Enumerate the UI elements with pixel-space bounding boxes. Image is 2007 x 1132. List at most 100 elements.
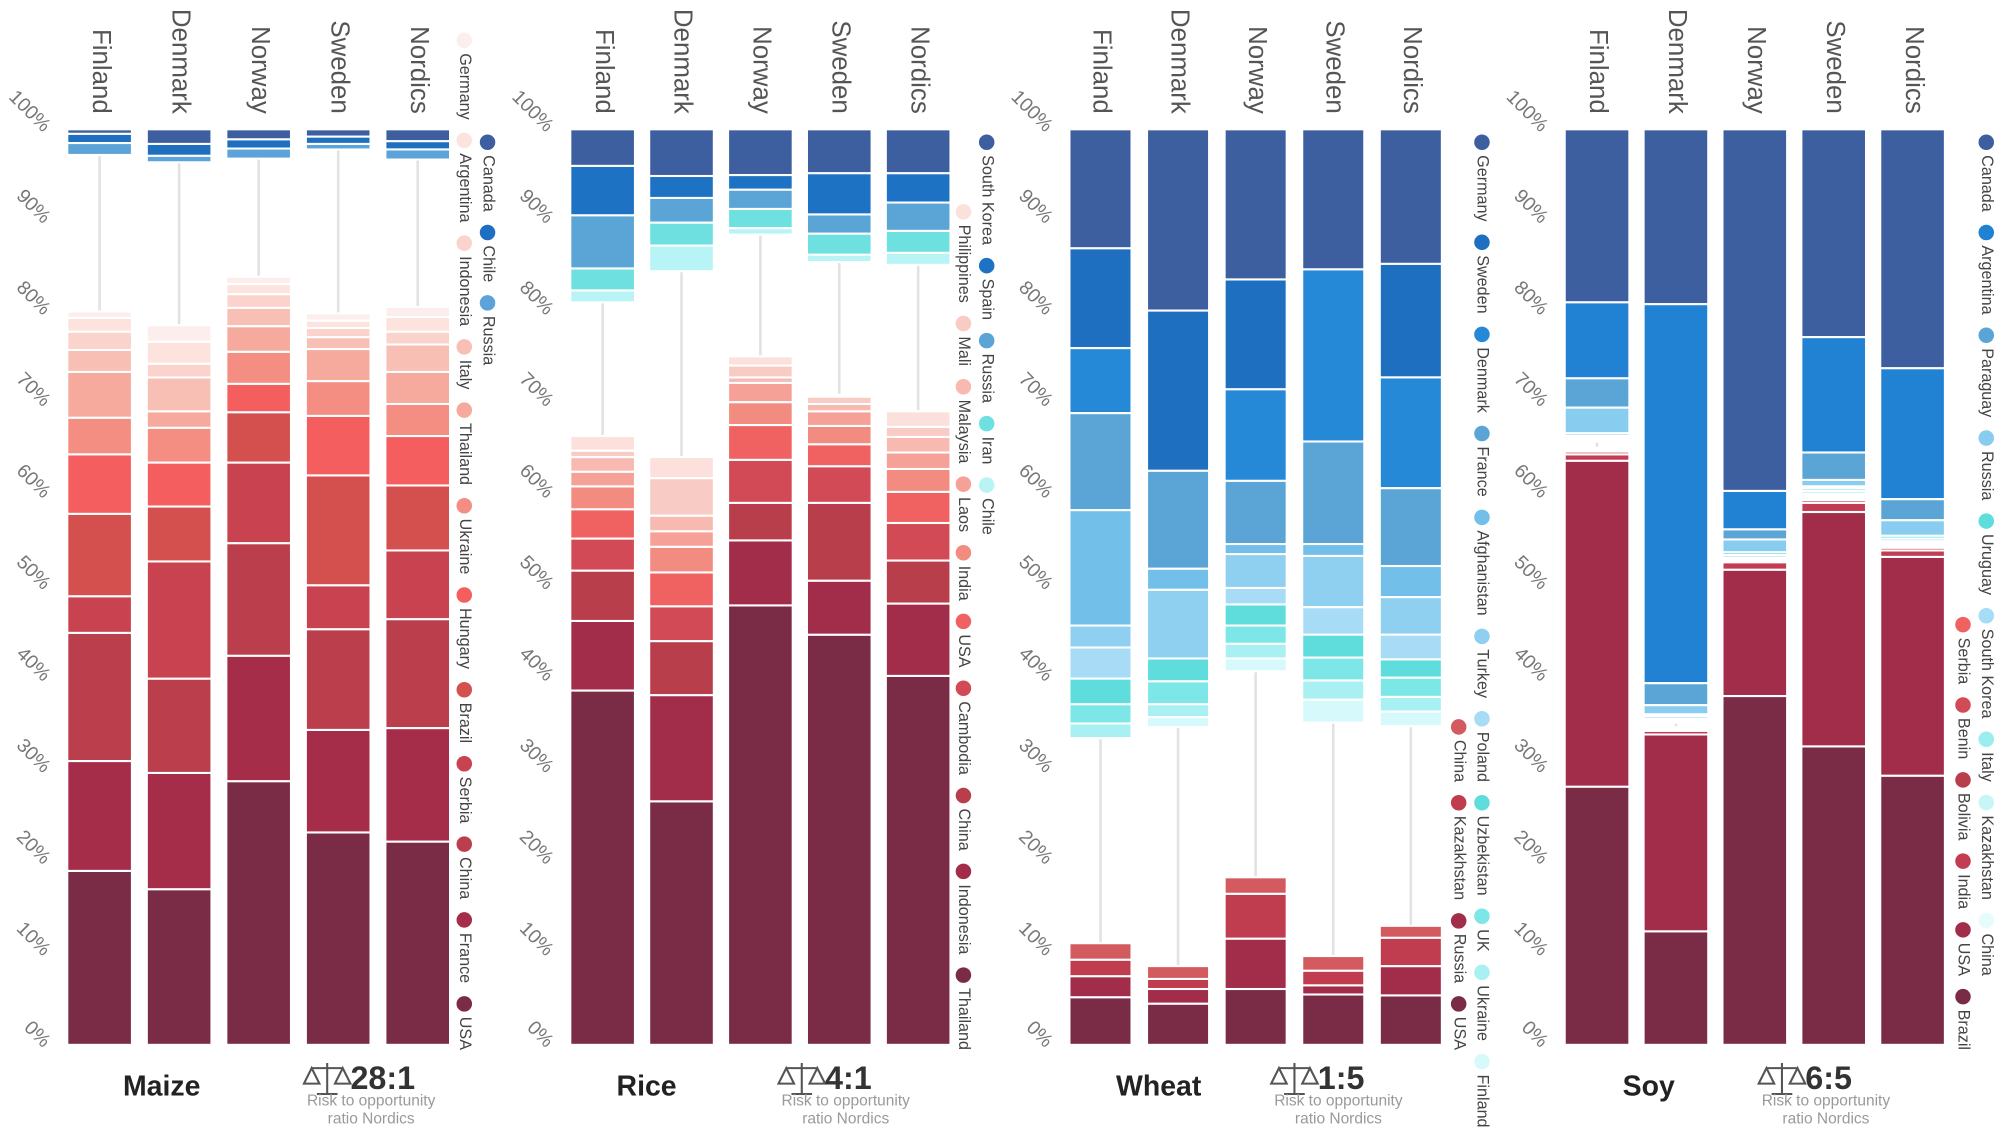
bar-segment [1068, 677, 1133, 706]
legend-label: Uzbekistan [1474, 816, 1492, 896]
legend-marker [1955, 853, 1971, 869]
legend-marker [955, 787, 972, 804]
bar-segment [66, 348, 133, 373]
legend-label: Cambodia [955, 701, 973, 775]
bar-segment [1721, 489, 1789, 531]
category-label: Norway [1243, 26, 1271, 114]
y-tick-label: 10% [515, 917, 558, 960]
legend-label: Russia [479, 316, 497, 365]
bar-segment [225, 293, 293, 309]
category-label: Finland [87, 29, 115, 114]
scale-icon [776, 1062, 827, 1096]
bar-segment [225, 275, 293, 286]
bar-segment [66, 142, 133, 156]
bar-segment [648, 640, 715, 697]
legend-label: Germany [1474, 155, 1492, 222]
bar-segment [384, 402, 452, 438]
y-tick-label: 10% [1509, 917, 1552, 960]
bar-segment [66, 132, 133, 145]
legend-marker [456, 756, 473, 772]
bar-segment [384, 727, 452, 843]
bar-segment [1879, 543, 1946, 548]
legend-marker [1978, 430, 1995, 446]
y-tick-label: 0% [523, 1017, 558, 1052]
legend-marker [1978, 134, 1995, 151]
bar-segment [66, 453, 133, 515]
legend-label: China [955, 808, 973, 850]
category-label: Denmark [669, 9, 697, 114]
y-tick-label: 20% [1509, 826, 1552, 869]
y-tick-label: 30% [1014, 734, 1057, 777]
legend-marker [1474, 964, 1490, 981]
legend-marker [1978, 224, 1995, 241]
bar-segment [1068, 942, 1133, 961]
bar-segment [384, 128, 452, 143]
legend-label: Spain [978, 279, 996, 320]
bar-segment [648, 196, 715, 224]
category-label: Denmark [1165, 9, 1193, 114]
legend-label: Kazakhstan [1450, 816, 1468, 900]
panel-title: Rice [617, 1070, 677, 1102]
legend-label: USA [955, 634, 973, 667]
bar-segment [145, 888, 213, 1046]
bar-segment [1301, 606, 1366, 636]
bar-segment [225, 325, 293, 353]
ratio-value: 1:5 [1318, 1060, 1365, 1096]
category-label: Sweden [826, 20, 854, 113]
bar-segment [1068, 722, 1133, 740]
bar-segment [1800, 128, 1868, 339]
bar-segment [66, 595, 133, 634]
legend-label: Thailand [955, 988, 973, 1050]
bar-segment [304, 142, 372, 151]
y-tick-label: 40% [12, 643, 55, 686]
bar-segment [727, 501, 794, 542]
bar-segment [1721, 568, 1789, 698]
ratio-label: ratio Nordics [328, 1111, 415, 1128]
bar-segment [648, 545, 715, 574]
bar-segment [1146, 965, 1211, 980]
bar-segment [884, 674, 952, 1046]
bar-segment [727, 604, 794, 1046]
legend-marker [479, 295, 496, 311]
legend-label: Russia [1450, 934, 1468, 983]
y-tick-label: 40% [1014, 643, 1057, 686]
panel-title: Maize [123, 1070, 200, 1102]
bar-segment [1068, 975, 1133, 999]
legend-label: USA [1450, 1017, 1468, 1050]
y-tick-label: 60% [1509, 460, 1552, 503]
legend-label: Germany [456, 53, 474, 120]
bar-segment [1378, 695, 1443, 713]
bar-segment [1563, 128, 1631, 304]
bar-segment [1800, 501, 1868, 514]
bar-segment [1879, 555, 1946, 777]
legend-label: Iran [978, 437, 996, 465]
legend-marker [1955, 616, 1971, 633]
bar-segment [1800, 336, 1868, 454]
ratio-value: 6:5 [1805, 1060, 1852, 1096]
bar-segment [1223, 987, 1288, 1046]
ratio-label: Risk to opportunity [782, 1093, 911, 1110]
category-label: Norway [246, 26, 274, 114]
bar-segment [884, 490, 952, 525]
bar-segment [1563, 459, 1631, 788]
legend-marker [1474, 326, 1490, 343]
bar-segment [1223, 937, 1288, 991]
bar-segment [805, 393, 873, 398]
bar-segment [1642, 128, 1710, 306]
legend: Canada Chile Russia [479, 134, 497, 365]
legend-label: Italy [1978, 752, 1996, 783]
bar-segment [66, 370, 133, 419]
bar-segment [384, 370, 452, 406]
legend-marker [955, 967, 972, 983]
legend-marker [955, 680, 972, 697]
legend-marker [1474, 425, 1490, 442]
bar-segment [1721, 128, 1789, 492]
bar-segment [1378, 376, 1443, 490]
bar-segment [727, 188, 794, 210]
legend-label: Philippines [955, 225, 973, 303]
legend-label: Serbia [1955, 638, 1973, 685]
bar-segment [884, 559, 952, 605]
bar-segment [1563, 438, 1631, 443]
y-tick-label: 0% [1517, 1017, 1552, 1052]
bar-segment [648, 244, 715, 273]
